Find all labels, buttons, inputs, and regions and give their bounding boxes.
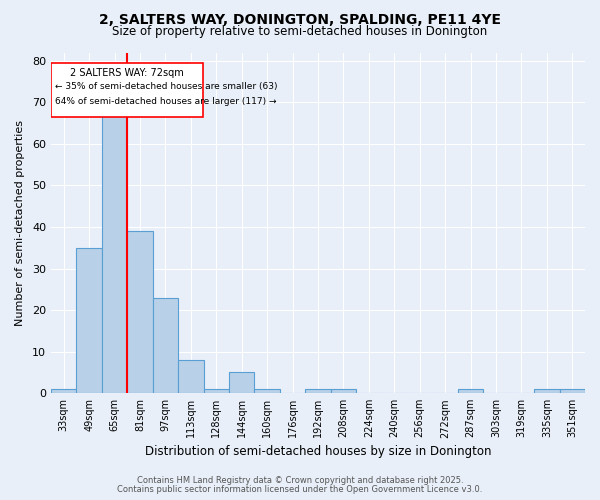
Bar (102, 115, 127, 393)
Text: 64% of semi-detached houses are larger (117) →: 64% of semi-detached houses are larger (… (55, 97, 277, 106)
Text: Contains HM Land Registry data © Crown copyright and database right 2025.: Contains HM Land Registry data © Crown c… (137, 476, 463, 485)
Bar (127, 231, 152, 393)
Title: 2, SALTERS WAY, DONINGTON, SPALDING, PE11 4YE
Size of property relative to semi-: 2, SALTERS WAY, DONINGTON, SPALDING, PE1… (0, 499, 1, 500)
Text: Contains public sector information licensed under the Open Government Licence v3: Contains public sector information licen… (118, 485, 482, 494)
Y-axis label: Number of semi-detached properties: Number of semi-detached properties (15, 120, 25, 326)
Bar (331, 389, 356, 393)
Bar (152, 298, 178, 393)
X-axis label: Distribution of semi-detached houses by size in Donington: Distribution of semi-detached houses by … (145, 444, 491, 458)
Bar (534, 389, 560, 393)
Bar (203, 389, 229, 393)
Bar (560, 389, 585, 393)
Bar (229, 372, 254, 393)
FancyBboxPatch shape (52, 63, 203, 117)
Bar (76, 248, 102, 393)
Bar (51, 389, 76, 393)
Text: 2 SALTERS WAY: 72sqm: 2 SALTERS WAY: 72sqm (70, 68, 184, 78)
Bar (178, 360, 203, 393)
Text: 2, SALTERS WAY, DONINGTON, SPALDING, PE11 4YE: 2, SALTERS WAY, DONINGTON, SPALDING, PE1… (99, 12, 501, 26)
Bar (305, 389, 331, 393)
Bar (458, 389, 483, 393)
Text: ← 35% of semi-detached houses are smaller (63): ← 35% of semi-detached houses are smalle… (55, 82, 278, 90)
Text: Size of property relative to semi-detached houses in Donington: Size of property relative to semi-detach… (112, 25, 488, 38)
Bar (254, 389, 280, 393)
